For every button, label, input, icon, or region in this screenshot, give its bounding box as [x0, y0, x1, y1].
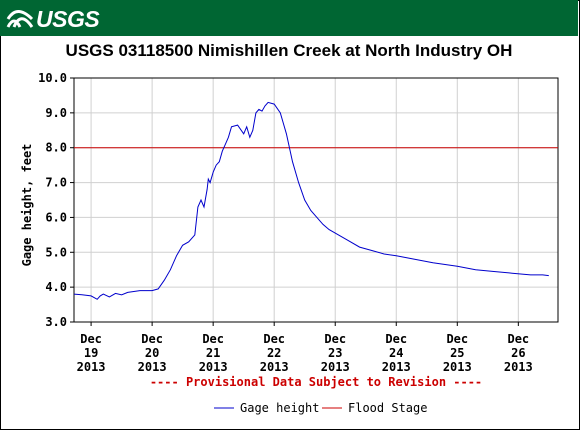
grid-lines — [74, 77, 558, 323]
x-tick-label: 26 — [511, 346, 525, 360]
x-tick-label: 2013 — [443, 360, 472, 374]
x-tick-label: 20 — [145, 346, 159, 360]
plot-area — [73, 77, 559, 323]
y-axis-label: Gage height, feet — [20, 144, 34, 267]
provisional-notice: ---- Provisional Data Subject to Revisio… — [150, 375, 482, 389]
usgs-logo-text: USGS — [36, 6, 100, 32]
legend-gage-label: Gage height — [240, 401, 319, 415]
legend: Gage height Flood Stage — [214, 401, 427, 415]
x-tick-label: 2013 — [199, 360, 228, 374]
x-tick-label: Dec — [507, 332, 529, 346]
x-tick-label: 2013 — [321, 360, 350, 374]
x-tick-label: Dec — [446, 332, 468, 346]
y-tick-label: 4.0 — [45, 280, 67, 294]
usgs-logo[interactable]: USGS — [6, 5, 100, 32]
x-tick-label: Dec — [202, 332, 224, 346]
usgs-wave-icon — [6, 10, 34, 28]
y-tick-label: 8.0 — [45, 141, 67, 155]
x-tick-label: 2013 — [504, 360, 533, 374]
x-tick-label: 19 — [84, 346, 98, 360]
x-tick-label: 24 — [389, 346, 403, 360]
x-tick-label: Dec — [263, 332, 285, 346]
x-tick-label: 21 — [206, 346, 220, 360]
y-tick-label: 7.0 — [45, 176, 67, 190]
y-tick-label: 10.0 — [38, 71, 67, 85]
x-tick-label: 23 — [328, 346, 342, 360]
x-tick-label: Dec — [141, 332, 163, 346]
y-tick-label: 3.0 — [45, 315, 67, 329]
usgs-banner: USGS — [0, 0, 578, 36]
x-tick-label: Dec — [385, 332, 407, 346]
x-tick-label: 2013 — [77, 360, 106, 374]
y-tick-label: 5.0 — [45, 245, 67, 259]
y-tick-labels: 3.0 4.0 5.0 6.0 7.0 8.0 9.0 10.0 — [38, 71, 74, 329]
x-tick-label: Dec — [80, 332, 102, 346]
x-tick-label: Dec — [324, 332, 346, 346]
gage-height-line — [73, 101, 549, 300]
x-tick-label: 2013 — [382, 360, 411, 374]
x-tick-label: 22 — [267, 346, 281, 360]
x-tick-labels: Dec192013Dec202013Dec212013Dec222013Dec2… — [77, 322, 533, 374]
x-tick-label: 25 — [450, 346, 464, 360]
chart-title: USGS 03118500 Nimishillen Creek at North… — [65, 41, 513, 60]
y-tick-label: 9.0 — [45, 106, 67, 120]
y-tick-label: 6.0 — [45, 210, 67, 224]
x-tick-label: 2013 — [138, 360, 167, 374]
x-tick-label: 2013 — [260, 360, 289, 374]
legend-flood-label: Flood Stage — [348, 401, 427, 415]
